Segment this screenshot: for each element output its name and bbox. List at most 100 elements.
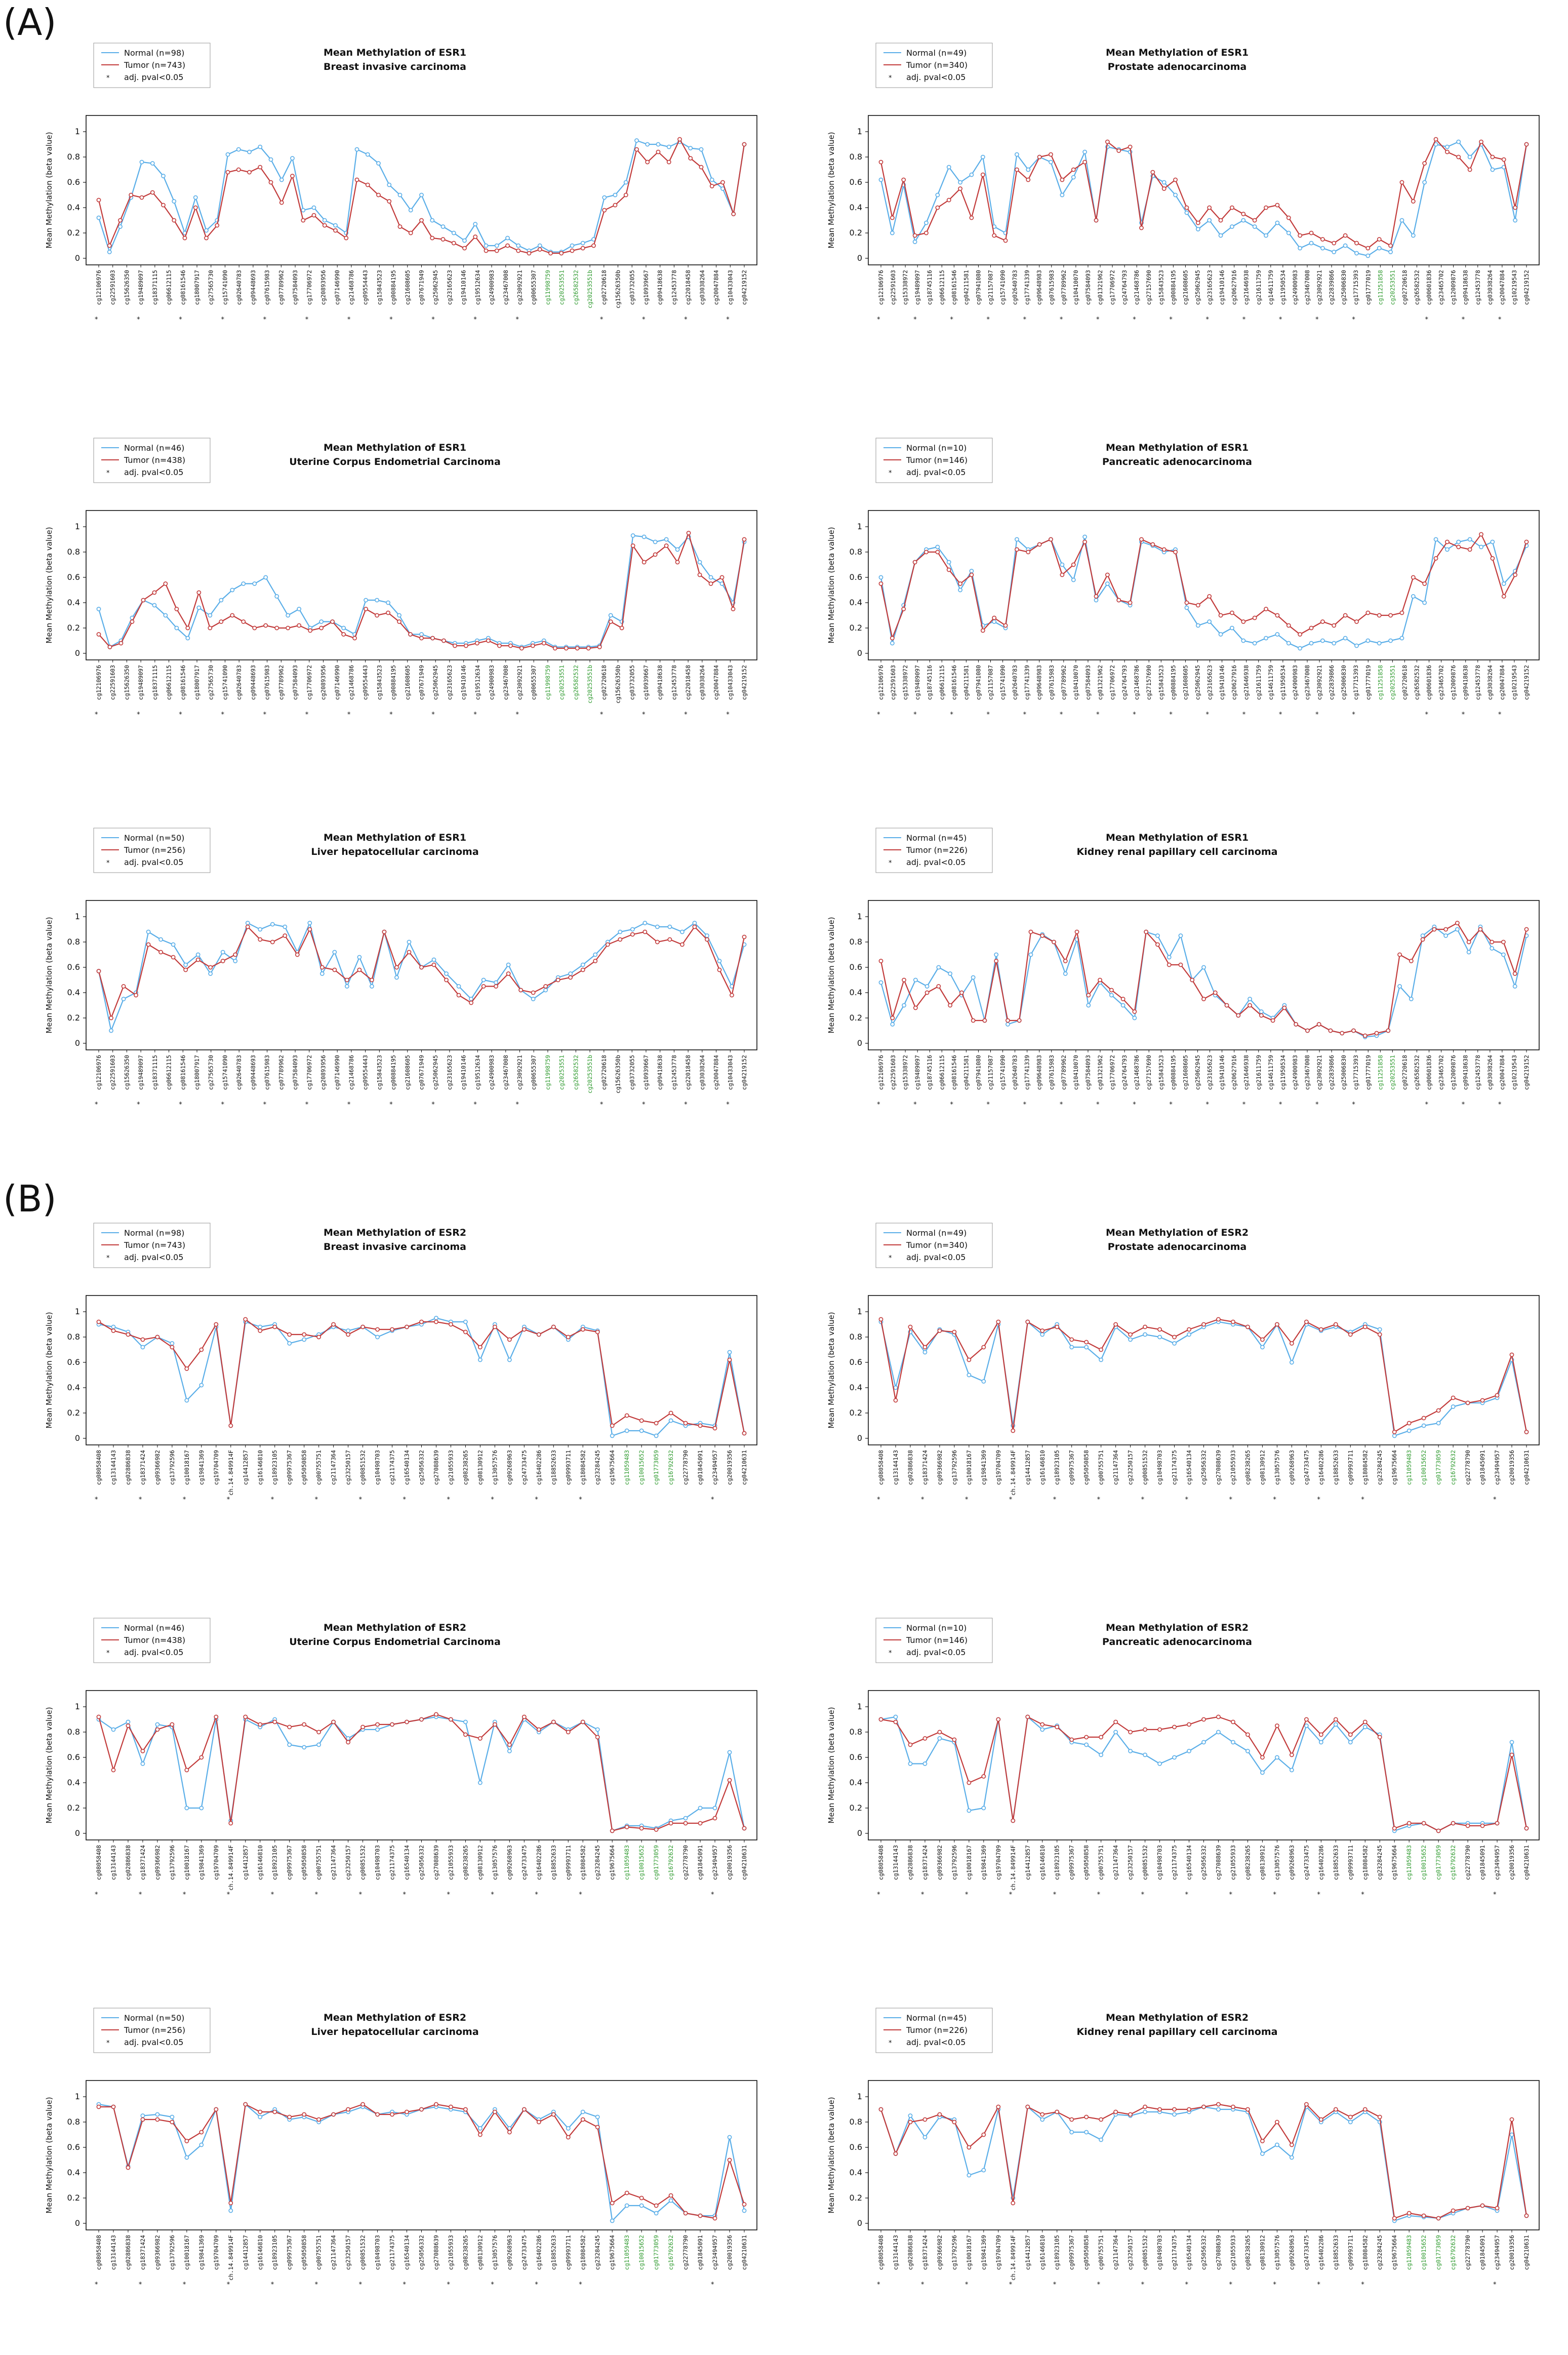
significance-star-icon: *: [1462, 316, 1465, 324]
data-point: [527, 251, 532, 256]
chart-title: Mean Methylation of ESR2: [1106, 1227, 1249, 1238]
data-point: [139, 195, 144, 200]
x-tick-label: cg07146990: [334, 665, 341, 700]
significance-star-icon: *: [389, 1101, 393, 1109]
x-tick-label: cg07671949: [418, 270, 425, 305]
data-point: [712, 1426, 717, 1431]
data-point: [624, 1413, 629, 1418]
data-point: [170, 2120, 175, 2125]
data-point: [233, 952, 238, 957]
data-point: [967, 2173, 972, 2178]
data-point: [419, 192, 424, 198]
data-point: [1348, 1732, 1353, 1737]
data-point: [375, 1327, 380, 1332]
data-point: [566, 1730, 571, 1735]
data-point: [981, 1806, 986, 1811]
x-tick-label: cg18084582: [579, 2235, 586, 2270]
data-point: [96, 198, 101, 203]
significance-star-icon: *: [965, 1496, 969, 1504]
x-tick-label: cg07584093: [1084, 1055, 1092, 1090]
x-tick-label: cg23467008: [502, 665, 509, 700]
data-point: [1362, 1033, 1368, 1038]
x-tick-label: cg23494957: [1494, 2235, 1501, 2270]
significance-star-icon: *: [1229, 2281, 1232, 2289]
x-tick-label: cg02886838: [907, 1845, 914, 1880]
x-tick-label: cg21468786: [348, 270, 355, 305]
significance-star-icon: *: [1317, 2281, 1320, 2289]
data-point: [1201, 965, 1206, 970]
data-point: [677, 137, 682, 142]
data-point: [405, 1324, 409, 1329]
x-tick-label: cg11251858: [1377, 665, 1384, 700]
significance-star-icon: *: [1133, 316, 1136, 324]
significance-star-icon: *: [95, 711, 98, 719]
data-point: [1399, 610, 1404, 615]
x-tick-label: cg04210631: [741, 1845, 748, 1880]
data-point: [155, 1722, 160, 1727]
significance-star-icon: *: [403, 1496, 407, 1504]
x-tick-label: cg09366982: [154, 1845, 161, 1880]
data-point: [215, 223, 220, 228]
data-point: [109, 1015, 113, 1020]
chart-title: Mean Methylation of ESR1: [324, 832, 466, 843]
x-tick-label: cg07615983: [1048, 1055, 1055, 1090]
significance-star-icon: *: [642, 316, 646, 324]
data-point: [908, 2120, 913, 2125]
data-point: [434, 1712, 438, 1717]
data-point: [1289, 1768, 1294, 1773]
data-point: [595, 2125, 600, 2130]
data-point: [1040, 1328, 1045, 1333]
data-point: [1298, 233, 1303, 238]
data-point: [980, 172, 985, 177]
significance-star-icon: *: [579, 1496, 582, 1504]
x-tick-label: cg03038264: [1486, 270, 1494, 305]
data-point: [419, 636, 424, 641]
data-point: [1201, 1322, 1206, 1327]
legend-star-icon: *: [889, 859, 892, 867]
data-point: [1318, 1732, 1323, 1737]
data-point: [981, 1774, 986, 1779]
data-point: [575, 646, 580, 651]
data-point: [1260, 1337, 1265, 1342]
data-point: [1025, 1714, 1030, 1719]
y-tick-label: 0: [857, 1433, 862, 1443]
data-point: [1060, 192, 1065, 198]
x-tick-label: cg18852633: [550, 2235, 557, 2270]
x-tick-label: cg09366982: [936, 1450, 943, 1485]
significance-star-icon: *: [1060, 1101, 1063, 1109]
data-point: [507, 2130, 512, 2135]
data-point: [1289, 2142, 1294, 2147]
data-point: [705, 937, 709, 942]
data-point: [1252, 218, 1257, 223]
x-tick-label: cg09648983: [1036, 665, 1043, 700]
significance-star-icon: *: [1053, 1891, 1057, 1899]
significance-star-icon: *: [1498, 1101, 1502, 1109]
x-tick-label: cg09366982: [154, 2235, 161, 2270]
x-tick-label: ch.14.849914F: [227, 1845, 234, 1891]
x-tick-label: cg09993711: [565, 1450, 572, 1485]
x-tick-label: cg22591603: [890, 665, 897, 700]
data-point: [287, 2114, 292, 2120]
data-point: [1480, 2203, 1485, 2208]
y-axis-label: Mean Methylation (beta value): [827, 1312, 836, 1428]
data-point: [1248, 997, 1252, 1001]
x-tick-label: cg10018167: [966, 2235, 973, 2270]
data-point: [228, 2208, 233, 2213]
data-point: [152, 590, 157, 595]
data-point: [1260, 1345, 1265, 1350]
x-tick-label: cg19704709: [213, 2235, 220, 2270]
data-point: [893, 1385, 898, 1390]
data-point: [1055, 1324, 1060, 1329]
data-point: [969, 569, 974, 573]
chart-subtitle: Kidney renal papillary cell carcinoma: [1077, 846, 1278, 857]
data-point: [1245, 2107, 1250, 2112]
y-tick-label: 0.8: [67, 937, 80, 947]
data-point: [1069, 1737, 1074, 1742]
data-point: [204, 228, 209, 233]
data-point: [639, 1418, 644, 1423]
data-point: [580, 967, 585, 972]
data-point: [484, 248, 489, 253]
x-tick-label: cg18371424: [139, 2235, 146, 2270]
significance-star-icon: *: [1060, 316, 1063, 324]
